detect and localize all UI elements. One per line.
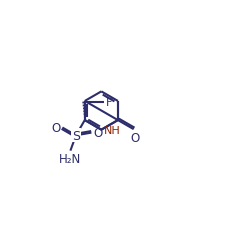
Text: O: O	[129, 131, 139, 144]
Text: S: S	[72, 129, 80, 142]
Text: F: F	[105, 98, 111, 108]
Text: H₂N: H₂N	[58, 153, 80, 166]
Text: O: O	[51, 122, 60, 134]
Text: O: O	[93, 126, 102, 140]
Text: NH: NH	[103, 125, 120, 135]
